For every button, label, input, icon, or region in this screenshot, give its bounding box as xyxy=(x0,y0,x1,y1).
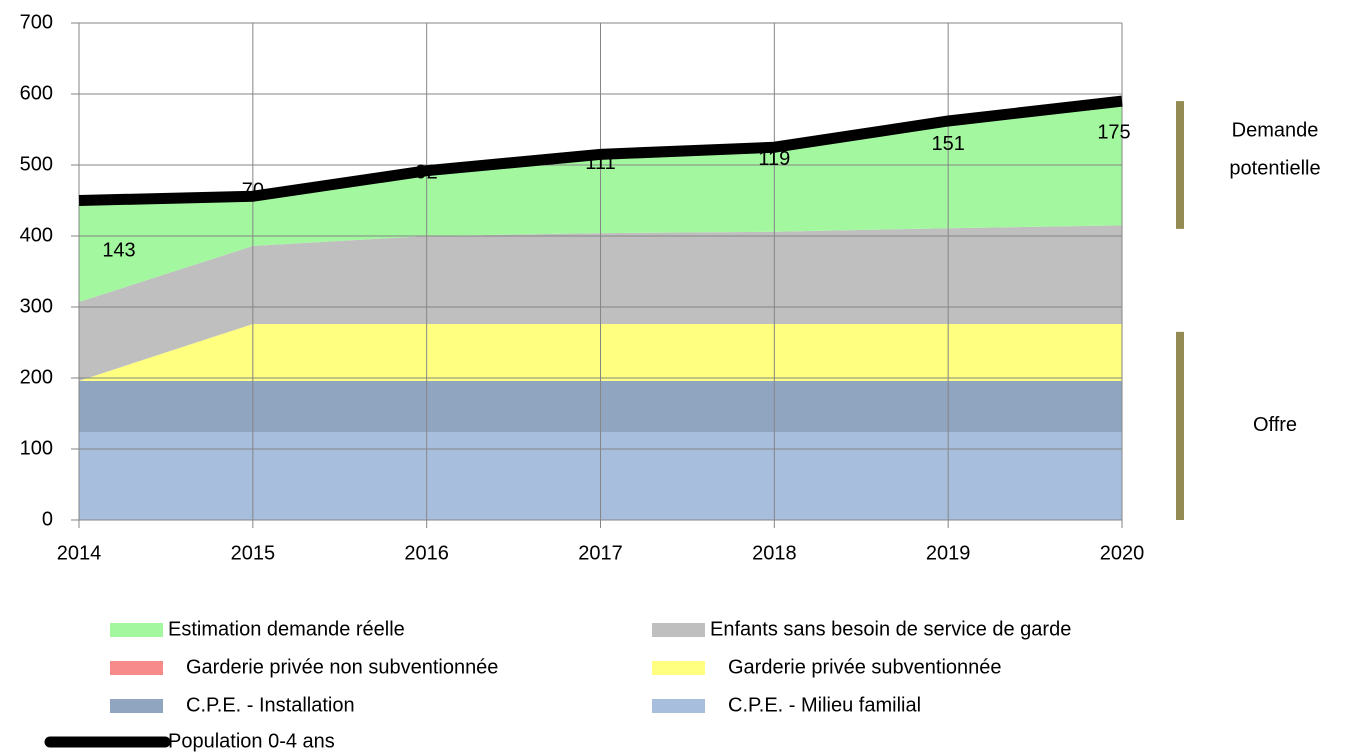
legend-label: Garderie privée subventionnée xyxy=(728,656,1002,678)
data-label: 111 xyxy=(585,152,615,174)
y-tick-label: 700 xyxy=(20,11,53,33)
line xyxy=(78,95,1123,206)
bracket-bar xyxy=(1176,101,1184,229)
data-label: 143 xyxy=(102,240,135,262)
x-tick-label: 2014 xyxy=(57,542,102,564)
y-tick-label: 500 xyxy=(20,153,53,175)
annotation: Offre xyxy=(1253,414,1297,436)
x-tick-label: 2015 xyxy=(231,542,276,564)
x-tick-label: 2020 xyxy=(1100,542,1145,564)
bracket-bar xyxy=(1176,331,1184,520)
data-label: 119 xyxy=(758,148,790,170)
legend-swatch xyxy=(110,699,163,713)
data-label: 92 xyxy=(416,162,438,184)
x-tick-label: 2019 xyxy=(926,542,971,564)
y-tick-label: 0 xyxy=(42,508,53,530)
y-tick-label: 400 xyxy=(20,224,53,246)
annotation: Demande xyxy=(1232,119,1319,141)
legend-swatch xyxy=(652,699,705,713)
legend-swatch xyxy=(110,661,163,675)
data-label: 175 xyxy=(1097,122,1130,144)
data-label: 70 xyxy=(242,179,264,201)
y-tick-label: 600 xyxy=(20,82,53,104)
legend-swatch xyxy=(110,623,163,637)
legend-label: Garderie privée non subventionnée xyxy=(186,656,498,678)
legend-label: C.P.E. - Installation xyxy=(186,694,355,716)
legend-label: Enfants sans besoin de service de garde xyxy=(710,618,1071,640)
x-tick-label: 2016 xyxy=(404,542,449,564)
legend-label: Population 0-4 ans xyxy=(168,730,335,752)
legend-swatch xyxy=(652,661,705,675)
x-tick-label: 2018 xyxy=(752,542,797,564)
legend-swatch xyxy=(652,623,705,637)
legend-label: Estimation demande réelle xyxy=(168,618,405,640)
x-tick-label: 2017 xyxy=(578,542,623,564)
data-label: 151 xyxy=(931,133,964,155)
y-tick-label: 300 xyxy=(20,295,53,317)
annotation: potentielle xyxy=(1229,157,1320,179)
legend-label: C.P.E. - Milieu familial xyxy=(728,694,921,716)
y-tick-label: 100 xyxy=(20,437,53,459)
y-tick-label: 200 xyxy=(20,366,53,388)
